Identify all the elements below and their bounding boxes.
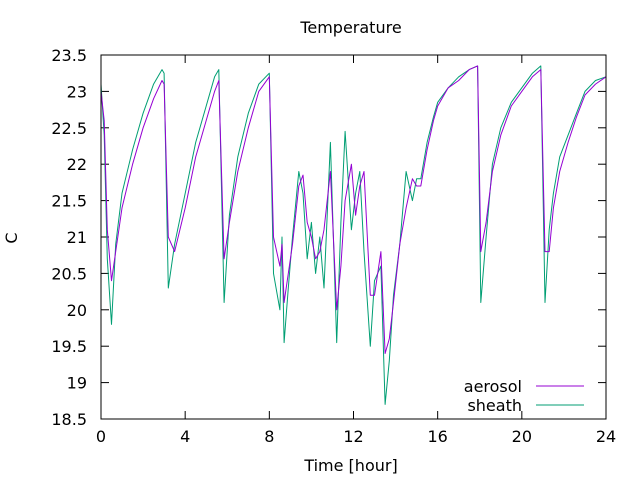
y-tick-label: 22.5	[51, 119, 87, 138]
legend: aerosol sheath	[464, 377, 584, 415]
x-axis-label: Time [hour]	[303, 456, 397, 475]
x-tick-label: 0	[96, 427, 106, 446]
x-tick-label: 4	[180, 427, 190, 446]
y-tick-label: 20	[67, 301, 87, 320]
y-tick-label: 19.5	[51, 337, 87, 356]
x-tick-label: 24	[596, 427, 616, 446]
series-line-aerosol	[100, 65, 607, 354]
chart-title: Temperature	[299, 18, 401, 37]
y-tick-label: 18.5	[51, 410, 87, 429]
y-tick-label: 21	[67, 228, 87, 247]
x-tick-label: 8	[264, 427, 274, 446]
x-tick-label: 16	[427, 427, 447, 446]
y-tick-label: 19	[67, 374, 87, 393]
plot-frame	[100, 54, 607, 420]
y-tick-label: 20.5	[51, 264, 87, 283]
y-tick-label: 23.5	[51, 46, 87, 65]
x-tick-label: 12	[343, 427, 363, 446]
legend-label-aerosol: aerosol	[464, 377, 522, 396]
x-tick-label: 20	[512, 427, 532, 446]
y-axis-label: C	[2, 232, 21, 243]
y-tick-label: 22	[67, 155, 87, 174]
y-tick-label: 23	[67, 82, 87, 101]
plot-lines	[100, 65, 607, 405]
y-tick-label: 21.5	[51, 192, 87, 211]
legend-label-sheath: sheath	[467, 396, 522, 415]
series-line-sheath	[100, 65, 607, 405]
